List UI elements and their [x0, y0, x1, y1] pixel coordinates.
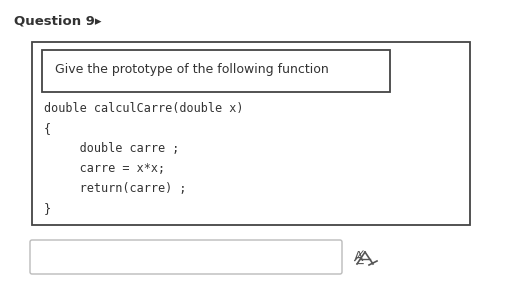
- Text: carre = x*x;: carre = x*x;: [44, 162, 165, 175]
- Text: A̸̲: A̸̲: [355, 251, 365, 265]
- Bar: [32, 42, 470, 225]
- FancyBboxPatch shape: [30, 240, 342, 274]
- Text: double calculCarre(double x): double calculCarre(double x): [44, 102, 244, 115]
- Text: double carre ;: double carre ;: [44, 142, 179, 155]
- Text: Give the prototype of the following function: Give the prototype of the following func…: [55, 63, 329, 76]
- Text: return(carre) ;: return(carre) ;: [44, 182, 187, 195]
- Bar: [42, 50, 390, 92]
- Text: {: {: [44, 122, 51, 135]
- Text: Question 9▸: Question 9▸: [14, 14, 102, 27]
- Text: }: }: [44, 202, 51, 215]
